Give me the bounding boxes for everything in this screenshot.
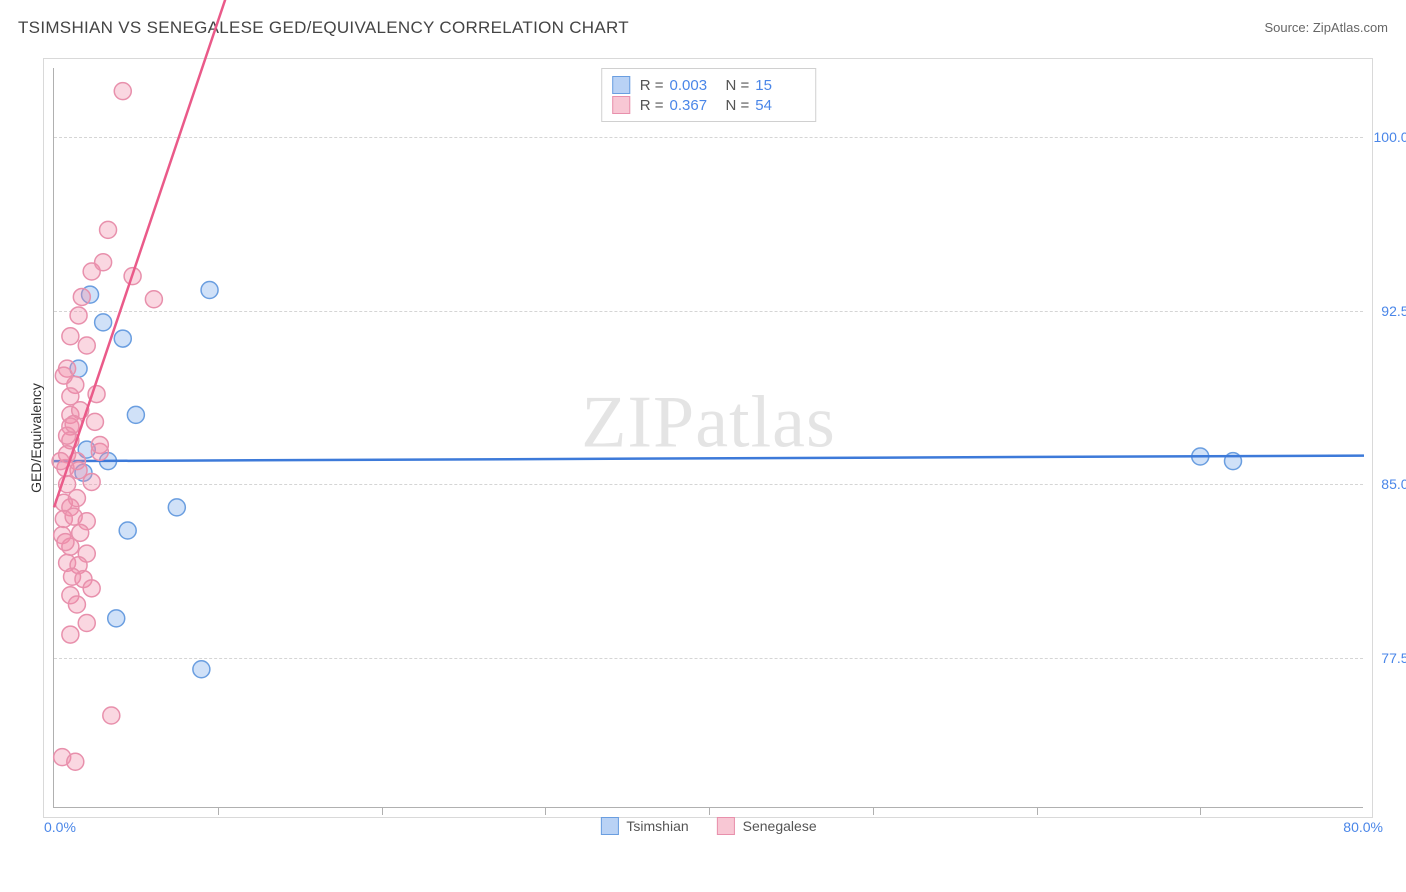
- y-tick-label: 85.0%: [1381, 476, 1406, 492]
- data-point: [168, 499, 185, 516]
- data-point: [86, 413, 103, 430]
- legend-swatch-blue: [612, 76, 630, 94]
- data-point: [91, 436, 108, 453]
- data-point: [100, 221, 117, 238]
- legend-swatch-pink: [612, 96, 630, 114]
- chart-area: GED/Equivalency 77.5%85.0%92.5%100.0% 0.…: [43, 58, 1373, 818]
- data-point: [119, 522, 136, 539]
- n-value-senegalese: 54: [755, 97, 801, 114]
- n-value-tsimshian: 15: [755, 77, 801, 94]
- x-tick: [709, 807, 710, 815]
- regression-line: [54, 456, 1364, 462]
- data-point: [57, 534, 74, 551]
- scatter-svg: [54, 68, 1363, 807]
- legend-item-tsimshian: Tsimshian: [600, 817, 688, 835]
- x-tick: [1200, 807, 1201, 815]
- data-point: [55, 367, 72, 384]
- data-point: [145, 291, 162, 308]
- r-value-tsimshian: 0.003: [670, 77, 716, 94]
- data-point: [95, 314, 112, 331]
- data-point: [70, 307, 87, 324]
- data-point: [95, 254, 112, 271]
- data-point: [73, 288, 90, 305]
- data-point: [201, 282, 218, 299]
- x-tick: [545, 807, 546, 815]
- data-point: [78, 337, 95, 354]
- legend-stats-row-senegalese: R = 0.367 N = 54: [612, 95, 802, 115]
- y-tick-label: 77.5%: [1381, 650, 1406, 666]
- legend-item-senegalese: Senegalese: [717, 817, 817, 835]
- r-value-senegalese: 0.367: [670, 97, 716, 114]
- y-tick-label: 92.5%: [1381, 303, 1406, 319]
- data-point: [62, 328, 79, 345]
- x-tick: [382, 807, 383, 815]
- data-point: [62, 626, 79, 643]
- x-tick: [873, 807, 874, 815]
- legend-stats-box: R = 0.003 N = 15 R = 0.367 N = 54: [601, 68, 817, 122]
- data-point: [67, 753, 84, 770]
- data-point: [108, 610, 125, 627]
- data-point: [103, 707, 120, 724]
- data-point: [193, 661, 210, 678]
- source-label: Source: ZipAtlas.com: [1264, 20, 1388, 35]
- legend-label-tsimshian: Tsimshian: [626, 818, 688, 834]
- y-axis-title: GED/Equivalency: [28, 383, 44, 493]
- y-tick-label: 100.0%: [1374, 129, 1406, 145]
- legend-label-senegalese: Senegalese: [743, 818, 817, 834]
- data-point: [83, 580, 100, 597]
- legend-stats-row-tsimshian: R = 0.003 N = 15: [612, 75, 802, 95]
- x-axis-max-label: 80.0%: [1343, 819, 1383, 835]
- data-point: [78, 615, 95, 632]
- chart-title: TSIMSHIAN VS SENEGALESE GED/EQUIVALENCY …: [18, 18, 629, 37]
- legend-swatch-pink-2: [717, 817, 735, 835]
- data-point: [114, 330, 131, 347]
- x-tick: [1037, 807, 1038, 815]
- data-point: [114, 83, 131, 100]
- data-point: [83, 473, 100, 490]
- data-point: [68, 596, 85, 613]
- x-tick: [218, 807, 219, 815]
- x-axis-min-label: 0.0%: [44, 819, 76, 835]
- data-point: [127, 406, 144, 423]
- legend-series: Tsimshian Senegalese: [600, 817, 816, 835]
- legend-swatch-blue-2: [600, 817, 618, 835]
- plot-inner: GED/Equivalency 77.5%85.0%92.5%100.0% 0.…: [53, 68, 1363, 808]
